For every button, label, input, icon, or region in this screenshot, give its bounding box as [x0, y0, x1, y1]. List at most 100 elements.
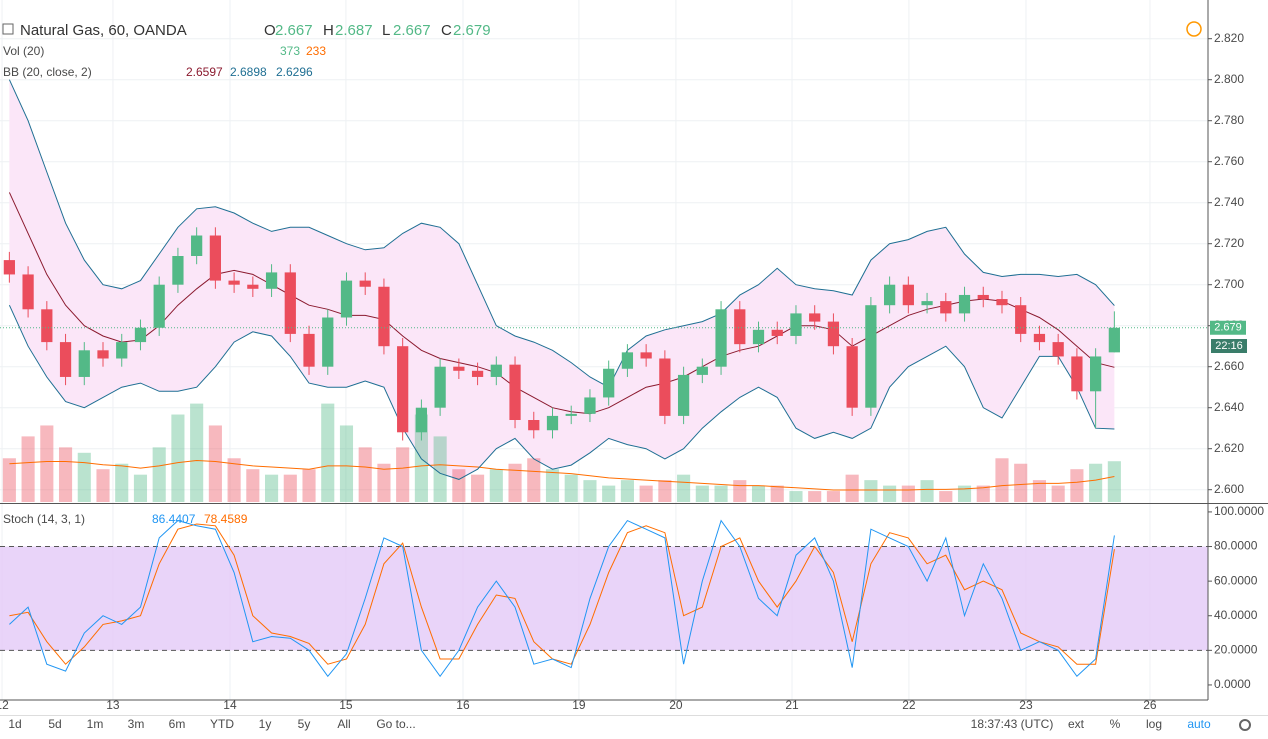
- volume-bar: [564, 474, 578, 502]
- bb-upper-line: [8, 79, 1115, 388]
- volume-bar: [602, 485, 616, 502]
- candle-body: [846, 346, 858, 408]
- x-tick-label: 13: [106, 698, 120, 712]
- volume-bar: [77, 452, 91, 502]
- alert-icon[interactable]: [1186, 21, 1202, 37]
- volume-bar: [452, 469, 466, 502]
- volume-bar: [939, 491, 953, 502]
- option-button[interactable]: auto: [1187, 717, 1211, 731]
- volume-bar: [489, 469, 503, 502]
- goto-button[interactable]: Go to...: [376, 717, 415, 731]
- volume-bar: [733, 480, 747, 502]
- volume-ma-line: [9, 459, 1115, 491]
- candle-body: [546, 415, 559, 431]
- candle-body: [1090, 356, 1102, 392]
- y-tick-label: 20.0000: [1214, 643, 1258, 657]
- y-tick-label: 2.600: [1214, 482, 1244, 496]
- candle-body: [1052, 342, 1064, 357]
- x-tick-label: 12: [0, 698, 9, 712]
- ohlc-value: 2.687: [335, 22, 373, 39]
- volume-bar: [227, 458, 241, 502]
- volume-bar: [171, 414, 185, 502]
- settings-icon[interactable]: [1239, 719, 1251, 731]
- candle-body: [434, 366, 446, 408]
- volume-bar: [302, 469, 316, 502]
- bb-lower-value: 2.6296: [276, 65, 313, 79]
- range-button[interactable]: 3m: [128, 717, 145, 731]
- volume-bar: [1014, 463, 1028, 502]
- bb-upper-value: 2.6898: [230, 65, 267, 79]
- volume-bar: [527, 458, 541, 502]
- candle-body: [996, 299, 1008, 306]
- range-button[interactable]: 6m: [169, 717, 186, 731]
- candle-body: [303, 333, 315, 367]
- candle-body: [1015, 305, 1027, 334]
- volume-bar: [789, 491, 803, 502]
- range-button[interactable]: 1y: [259, 717, 272, 731]
- range-button[interactable]: All: [337, 717, 350, 731]
- range-button[interactable]: 5y: [298, 717, 311, 731]
- volume-bar: [639, 485, 653, 502]
- candle-body: [1071, 356, 1083, 392]
- candle-body: [41, 309, 53, 343]
- stoch-k-value: 86.4407: [152, 512, 196, 526]
- candle-body: [509, 364, 521, 420]
- candle-body: [209, 235, 221, 281]
- y-tick-label: 2.760: [1214, 154, 1244, 168]
- stoch-k-line: [9, 519, 1115, 678]
- range-button[interactable]: 5d: [48, 717, 61, 731]
- volume-bar: [321, 403, 335, 502]
- range-button[interactable]: YTD: [210, 717, 234, 731]
- volume-bar: [190, 403, 204, 502]
- volume-legend: Vol (20): [3, 44, 44, 58]
- candle-body: [771, 329, 783, 336]
- candle-body: [1108, 327, 1120, 353]
- candle-body: [265, 272, 278, 289]
- volume-bar: [152, 447, 166, 502]
- range-button[interactable]: 1m: [87, 717, 104, 731]
- ohlc-label: H: [323, 22, 334, 39]
- y-tick-label: 2.700: [1214, 277, 1244, 291]
- countdown-box: [1211, 339, 1247, 353]
- volume-bar: [957, 485, 972, 502]
- candle-body: [191, 235, 203, 256]
- y-tick-label: 2.740: [1214, 195, 1244, 209]
- volume-bar: [246, 469, 260, 502]
- ohlc-label: L: [382, 22, 390, 39]
- candle-body: [677, 374, 690, 416]
- y-tick-label: 2.660: [1214, 359, 1244, 373]
- ohlc-label: O: [264, 22, 276, 39]
- x-tick-label: 22: [902, 698, 916, 712]
- candle-body: [977, 294, 989, 300]
- volume-bar: [751, 485, 766, 502]
- volume-bar: [433, 436, 447, 502]
- candle-body: [734, 309, 746, 345]
- volume-bar: [864, 480, 878, 502]
- y-tick-label: 40.0000: [1214, 608, 1258, 622]
- ohlc-value: 2.667: [275, 22, 313, 39]
- candle-body: [397, 346, 409, 433]
- candle-body: [22, 274, 34, 310]
- option-button[interactable]: %: [1110, 717, 1121, 731]
- candle-body: [153, 284, 165, 328]
- stoch-band-fill: [0, 546, 1208, 651]
- x-tick-label: 19: [572, 698, 586, 712]
- y-tick-label: 2.820: [1214, 31, 1244, 45]
- y-tick-label: 100.0000: [1214, 504, 1264, 518]
- volume-bar: [96, 469, 110, 502]
- range-button[interactable]: 1d: [8, 717, 21, 731]
- option-button[interactable]: ext: [1068, 717, 1085, 731]
- candle-body: [471, 370, 484, 377]
- option-button[interactable]: log: [1146, 717, 1162, 731]
- candle-body: [715, 309, 727, 367]
- volume-bar: [1070, 469, 1084, 502]
- candle-body: [528, 420, 540, 431]
- collapse-icon[interactable]: [2, 23, 14, 35]
- x-tick-label: 21: [785, 698, 799, 712]
- candle-body: [621, 352, 634, 369]
- ohlc-value: 2.679: [453, 22, 491, 39]
- candle-body: [247, 284, 259, 289]
- y-tick-label: 2.620: [1214, 441, 1244, 455]
- y-tick-label: 2.640: [1214, 400, 1244, 414]
